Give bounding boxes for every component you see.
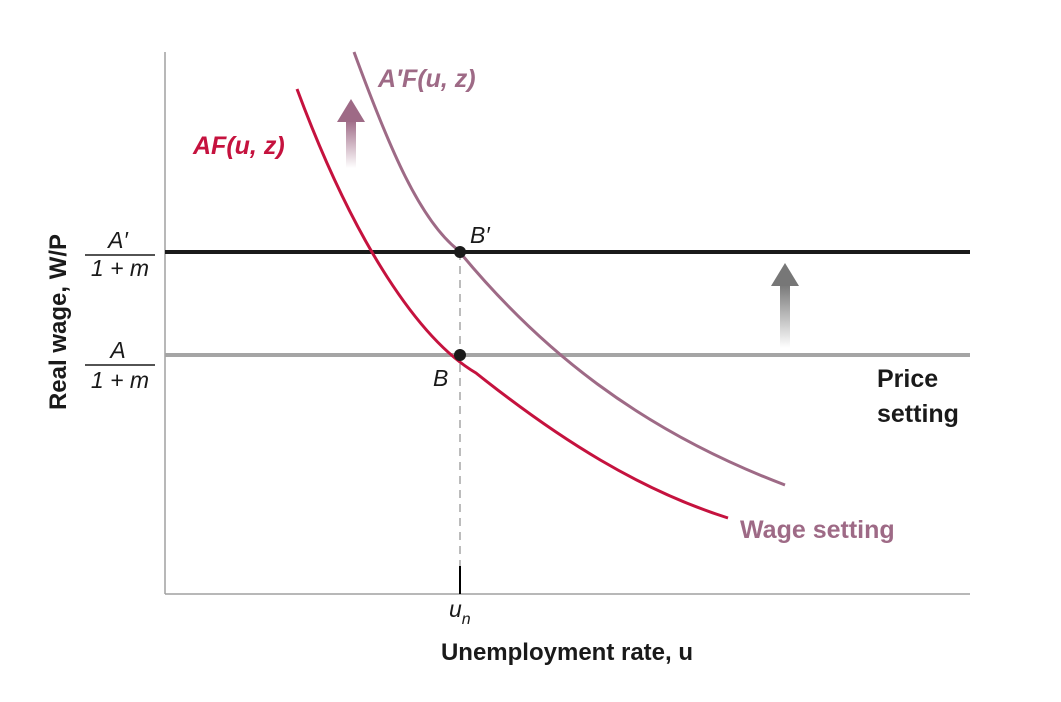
- y-tick-high-numerator: A′: [106, 227, 128, 253]
- point-b-marker: [454, 349, 466, 361]
- wage-setting-curve-shifted: [352, 51, 786, 487]
- price-shift-arrow: [771, 263, 799, 348]
- wage-shift-arrow: [337, 99, 365, 168]
- y-tick-low: A 1 + m: [85, 337, 155, 393]
- point-b-prime-marker: [454, 246, 466, 258]
- point-b-prime-label: B′: [470, 222, 490, 248]
- y-tick-high: A′ 1 + m: [85, 227, 155, 281]
- y-tick-low-denominator: 1 + m: [91, 367, 149, 393]
- x-tick-subscript: n: [462, 611, 471, 628]
- point-b-label: B: [433, 365, 448, 391]
- wage-setting-curve-original: [295, 88, 729, 520]
- x-axis-title: Unemployment rate, u: [441, 639, 693, 666]
- price-setting-label-line2: setting: [877, 400, 959, 428]
- y-tick-low-numerator: A: [108, 337, 125, 363]
- curve-label-shifted: A′F(u, z): [377, 65, 476, 93]
- price-setting-label-line1: Price: [877, 365, 938, 393]
- x-tick-main: u: [449, 596, 462, 622]
- wage-setting-label: Wage setting: [740, 516, 895, 544]
- curve-label-original: AF(u, z): [192, 132, 285, 160]
- y-tick-high-denominator: 1 + m: [91, 255, 149, 281]
- x-tick-label: un: [449, 596, 471, 628]
- y-axis-title: Real wage, W/P: [45, 234, 72, 410]
